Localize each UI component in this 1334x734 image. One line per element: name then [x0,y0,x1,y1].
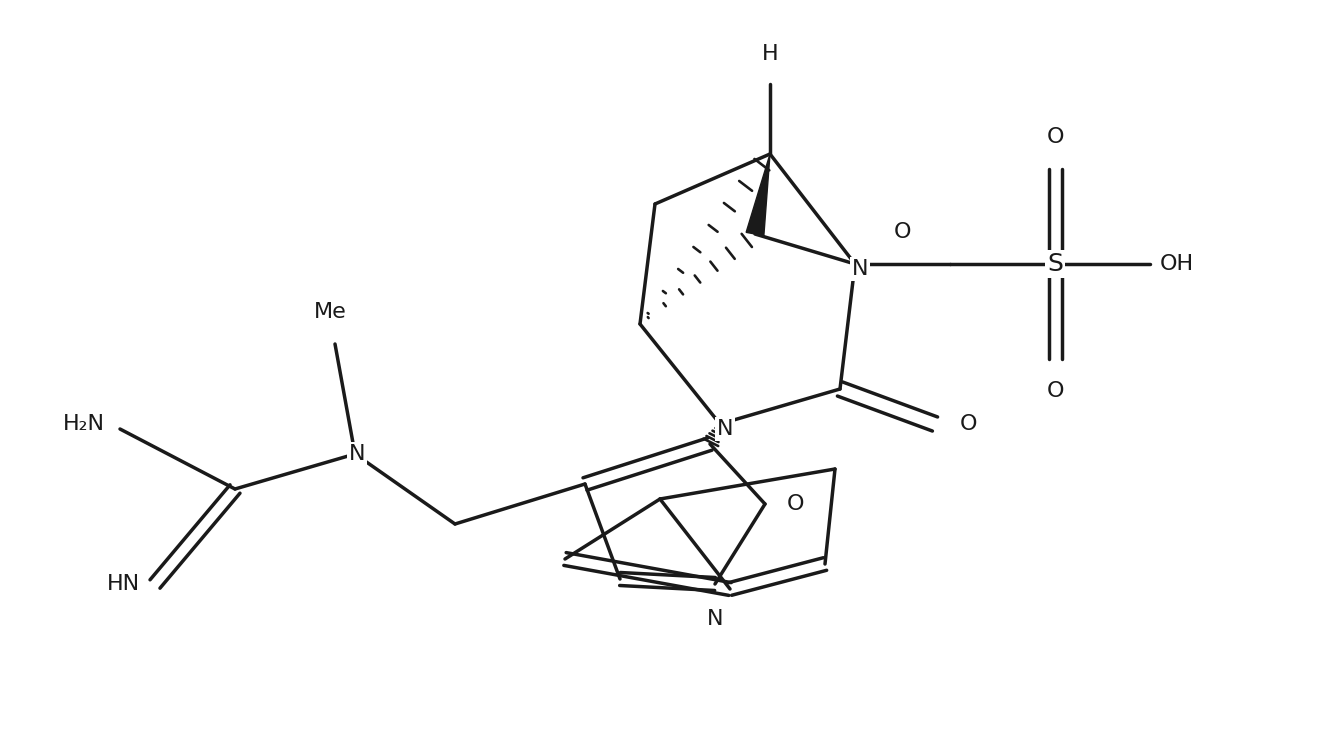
Text: N: N [716,419,734,439]
Text: N: N [348,444,366,464]
Text: H: H [762,44,778,64]
Text: O: O [787,494,804,514]
Text: N: N [851,259,868,279]
Text: O: O [1046,127,1063,147]
Text: OH: OH [1161,254,1194,274]
Text: Me: Me [313,302,347,322]
Text: O: O [1046,381,1063,401]
Polygon shape [746,154,770,236]
Text: S: S [1047,252,1063,276]
Text: N: N [707,609,723,629]
Text: HN: HN [107,574,140,594]
Text: O: O [960,414,978,434]
Text: O: O [894,222,911,242]
Text: H₂N: H₂N [63,414,105,434]
